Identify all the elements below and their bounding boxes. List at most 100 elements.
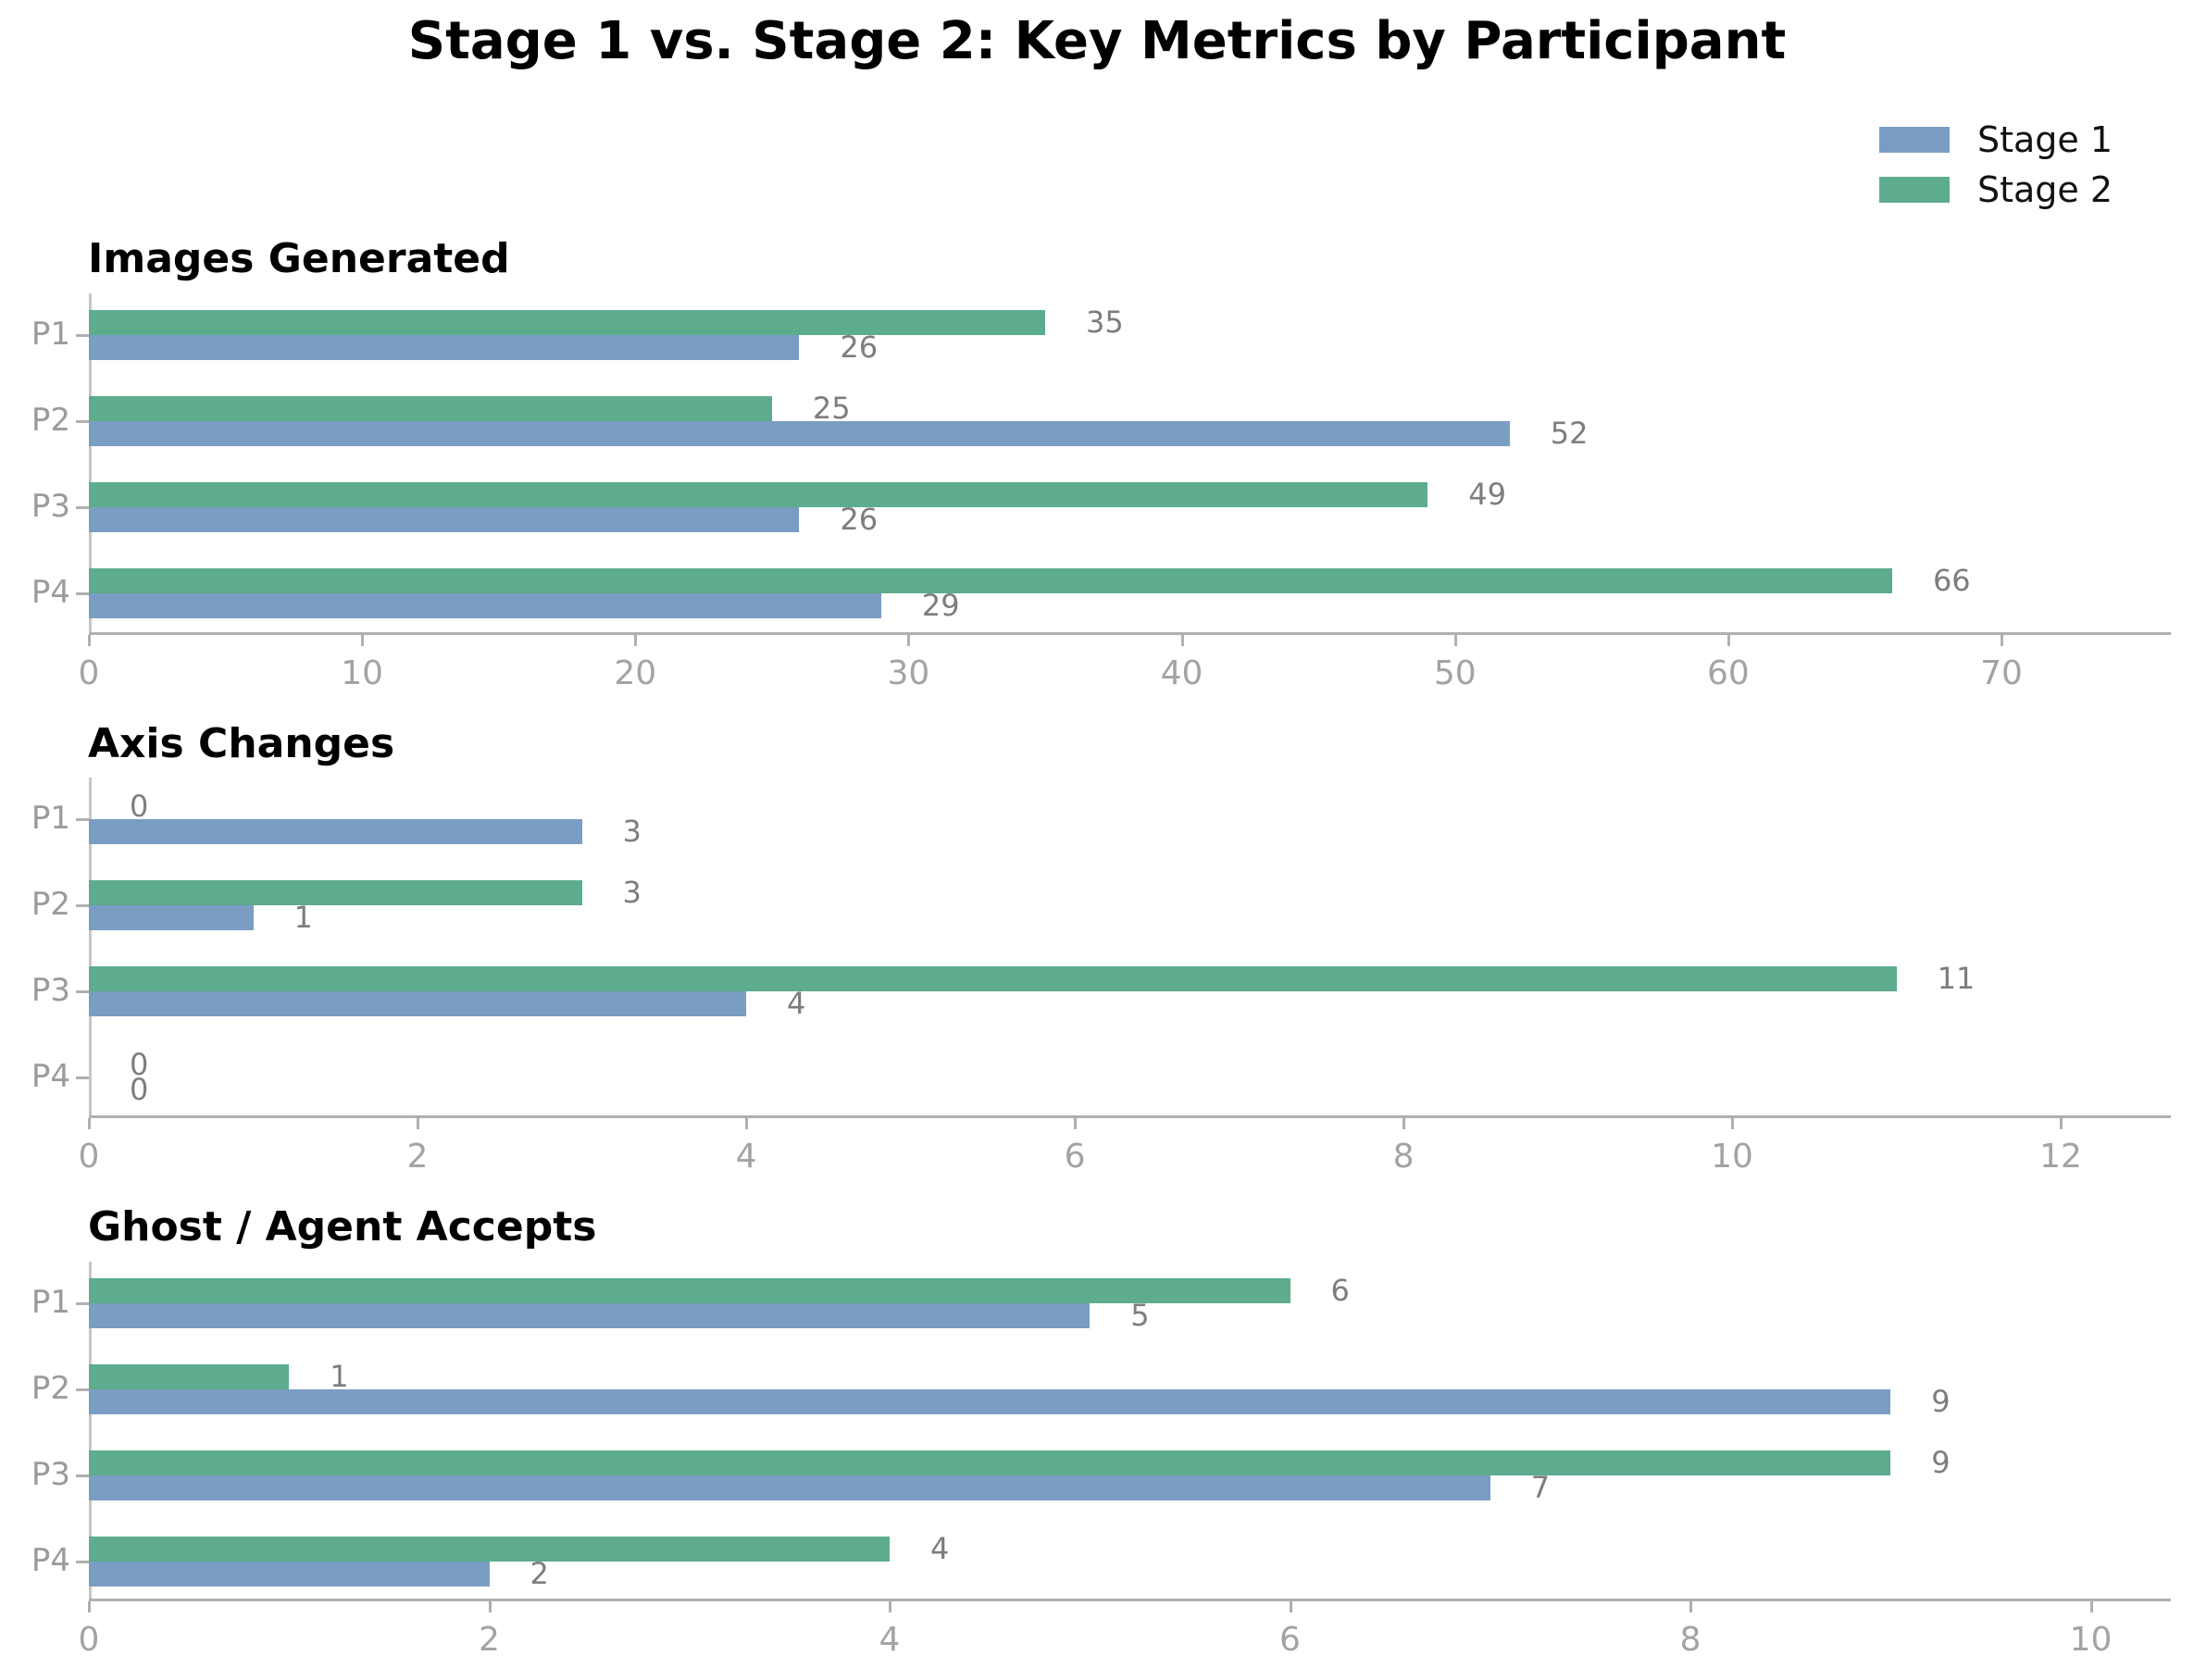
bar-stage2-axis-changes-p3 xyxy=(89,966,1897,991)
x-tick-images-generated-30 xyxy=(907,635,911,646)
value-label-stage1-ghost-agent-accepts-p1: 5 xyxy=(1130,1298,1150,1333)
y-tick-ghost-agent-accepts-p3 xyxy=(76,1475,89,1477)
plot-area-axis-changes: 0 2 4 6 8 10 12 P1 0 3 P2 3 1 P3 11 4 P4 0 0 xyxy=(31,778,2171,1194)
legend-label-stage1: Stage 1 xyxy=(1977,119,2113,160)
value-label-stage2-axis-changes-p3: 11 xyxy=(1937,961,1976,996)
bar-stage2-ghost-agent-accepts-p3 xyxy=(89,1450,1891,1475)
legend-item-stage2: Stage 2 xyxy=(1879,165,2113,215)
y-tick-images-generated-p3 xyxy=(76,506,89,509)
y-category-label-ghost-agent-accepts-p1: P1 xyxy=(31,1284,70,1321)
value-label-stage1-ghost-agent-accepts-p2: 9 xyxy=(1931,1384,1951,1419)
bar-stage2-images-generated-p2 xyxy=(89,396,772,421)
plot-area-images-generated: 0 10 20 30 40 50 60 70 P1 35 26 P2 25 52 P3 49 26 P4 66 29 xyxy=(31,293,2171,711)
y-axis-line-images-generated xyxy=(89,293,92,632)
value-label-stage1-ghost-agent-accepts-p4: 2 xyxy=(530,1556,549,1591)
value-label-stage1-ghost-agent-accepts-p3: 7 xyxy=(1530,1470,1551,1505)
bar-stage1-ghost-agent-accepts-p4 xyxy=(89,1562,490,1587)
x-axis-line-ghost-agent-accepts xyxy=(89,1599,2171,1601)
x-tick-axis-changes-6 xyxy=(1074,1118,1078,1129)
bar-stage1-images-generated-p1 xyxy=(89,335,800,360)
x-tick-label-ghost-agent-accepts-6: 6 xyxy=(1279,1621,1301,1659)
x-tick-axis-changes-10 xyxy=(1731,1118,1735,1129)
y-tick-axis-changes-p1 xyxy=(76,818,89,821)
value-label-stage1-axis-changes-p3: 4 xyxy=(787,986,806,1021)
bar-stage2-images-generated-p4 xyxy=(89,568,1892,593)
legend-item-stage1: Stage 1 xyxy=(1879,115,2113,165)
value-label-stage1-axis-changes-p2: 1 xyxy=(293,900,313,935)
x-tick-label-axis-changes-12: 12 xyxy=(2039,1138,2082,1176)
x-tick-images-generated-40 xyxy=(1180,635,1184,646)
value-label-stage2-axis-changes-p2: 3 xyxy=(622,875,642,910)
bar-stage2-ghost-agent-accepts-p4 xyxy=(89,1537,890,1562)
y-axis-line-ghost-agent-accepts xyxy=(89,1262,92,1599)
x-tick-label-axis-changes-0: 0 xyxy=(78,1138,100,1176)
bar-stage1-axis-changes-p3 xyxy=(89,991,747,1016)
x-tick-label-axis-changes-8: 8 xyxy=(1392,1138,1415,1176)
y-category-label-images-generated-p3: P3 xyxy=(31,488,70,525)
y-axis-line-axis-changes xyxy=(89,778,92,1115)
legend: Stage 1 Stage 2 xyxy=(1879,115,2113,215)
y-tick-axis-changes-p2 xyxy=(76,904,89,907)
value-label-stage2-axis-changes-p4: 0 xyxy=(130,1047,149,1082)
value-label-stage1-images-generated-p2: 52 xyxy=(1550,416,1589,451)
bar-stage2-images-generated-p3 xyxy=(89,482,1428,507)
x-tick-images-generated-60 xyxy=(1727,635,1730,646)
value-label-stage1-axis-changes-p4: 0 xyxy=(130,1072,149,1107)
legend-swatch-stage2-icon xyxy=(1879,177,1950,203)
x-tick-ghost-agent-accepts-10 xyxy=(2089,1601,2093,1612)
y-tick-images-generated-p2 xyxy=(76,420,89,423)
x-tick-ghost-agent-accepts-0 xyxy=(88,1601,91,1612)
x-tick-images-generated-10 xyxy=(361,635,365,646)
value-label-stage2-axis-changes-p1: 0 xyxy=(130,789,149,824)
x-tick-ghost-agent-accepts-4 xyxy=(889,1601,891,1612)
x-tick-images-generated-70 xyxy=(2001,635,2003,646)
x-axis-line-images-generated xyxy=(89,632,2171,635)
bar-stage2-axis-changes-p2 xyxy=(89,880,582,905)
value-label-stage2-images-generated-p1: 35 xyxy=(1086,305,1124,340)
plot-area-ghost-agent-accepts: 0 2 4 6 8 10 P1 6 5 P2 1 9 P3 9 7 P4 4 2 xyxy=(31,1262,2171,1677)
y-tick-images-generated-p1 xyxy=(76,334,89,337)
x-tick-label-images-generated-20: 20 xyxy=(614,654,657,692)
x-tick-label-images-generated-70: 70 xyxy=(1980,654,2023,692)
legend-swatch-stage1-icon xyxy=(1879,127,1950,153)
x-tick-label-axis-changes-4: 4 xyxy=(735,1138,757,1176)
x-tick-ghost-agent-accepts-8 xyxy=(1689,1601,1692,1612)
bar-stage2-ghost-agent-accepts-p1 xyxy=(89,1278,1290,1303)
value-label-stage1-images-generated-p4: 29 xyxy=(921,588,960,623)
bar-stage1-ghost-agent-accepts-p3 xyxy=(89,1475,1490,1500)
y-category-label-axis-changes-p2: P2 xyxy=(31,886,70,923)
bar-stage1-images-generated-p3 xyxy=(89,507,800,532)
x-tick-images-generated-50 xyxy=(1453,635,1457,646)
x-tick-label-ghost-agent-accepts-2: 2 xyxy=(479,1621,500,1659)
x-tick-label-ghost-agent-accepts-8: 8 xyxy=(1679,1621,1702,1659)
value-label-stage2-images-generated-p3: 49 xyxy=(1468,477,1506,512)
x-tick-label-images-generated-30: 30 xyxy=(887,654,930,692)
value-label-stage1-axis-changes-p1: 3 xyxy=(622,814,642,849)
bar-stage1-images-generated-p2 xyxy=(89,421,1510,446)
x-tick-axis-changes-4 xyxy=(745,1118,749,1129)
y-category-label-images-generated-p1: P1 xyxy=(31,316,70,353)
value-label-stage2-images-generated-p2: 25 xyxy=(812,391,851,426)
value-label-stage2-images-generated-p4: 66 xyxy=(1932,563,1971,598)
y-category-label-axis-changes-p3: P3 xyxy=(31,972,70,1009)
bar-stage1-ghost-agent-accepts-p2 xyxy=(89,1389,1891,1414)
x-tick-label-ghost-agent-accepts-4: 4 xyxy=(879,1621,901,1659)
y-tick-images-generated-p4 xyxy=(76,592,89,595)
x-tick-label-axis-changes-6: 6 xyxy=(1064,1138,1086,1176)
x-tick-label-axis-changes-10: 10 xyxy=(1711,1138,1753,1176)
figure-title: Stage 1 vs. Stage 2: Key Metrics by Part… xyxy=(407,11,1787,71)
x-axis-line-axis-changes xyxy=(89,1115,2171,1118)
bar-stage2-images-generated-p1 xyxy=(89,310,1045,335)
x-tick-label-ghost-agent-accepts-10: 10 xyxy=(2069,1621,2113,1659)
y-category-label-images-generated-p4: P4 xyxy=(31,574,70,611)
y-tick-axis-changes-p3 xyxy=(76,990,89,993)
bar-stage1-images-generated-p4 xyxy=(89,593,881,618)
x-tick-label-images-generated-0: 0 xyxy=(78,654,100,692)
x-tick-axis-changes-2 xyxy=(417,1118,419,1129)
chart-title-ghost-agent-accepts: Ghost / Agent Accepts xyxy=(88,1203,597,1251)
y-category-label-axis-changes-p4: P4 xyxy=(31,1058,70,1095)
chart-title-images-generated: Images Generated xyxy=(88,235,510,282)
value-label-stage2-ghost-agent-accepts-p2: 1 xyxy=(330,1359,349,1394)
x-tick-axis-changes-0 xyxy=(88,1118,91,1129)
